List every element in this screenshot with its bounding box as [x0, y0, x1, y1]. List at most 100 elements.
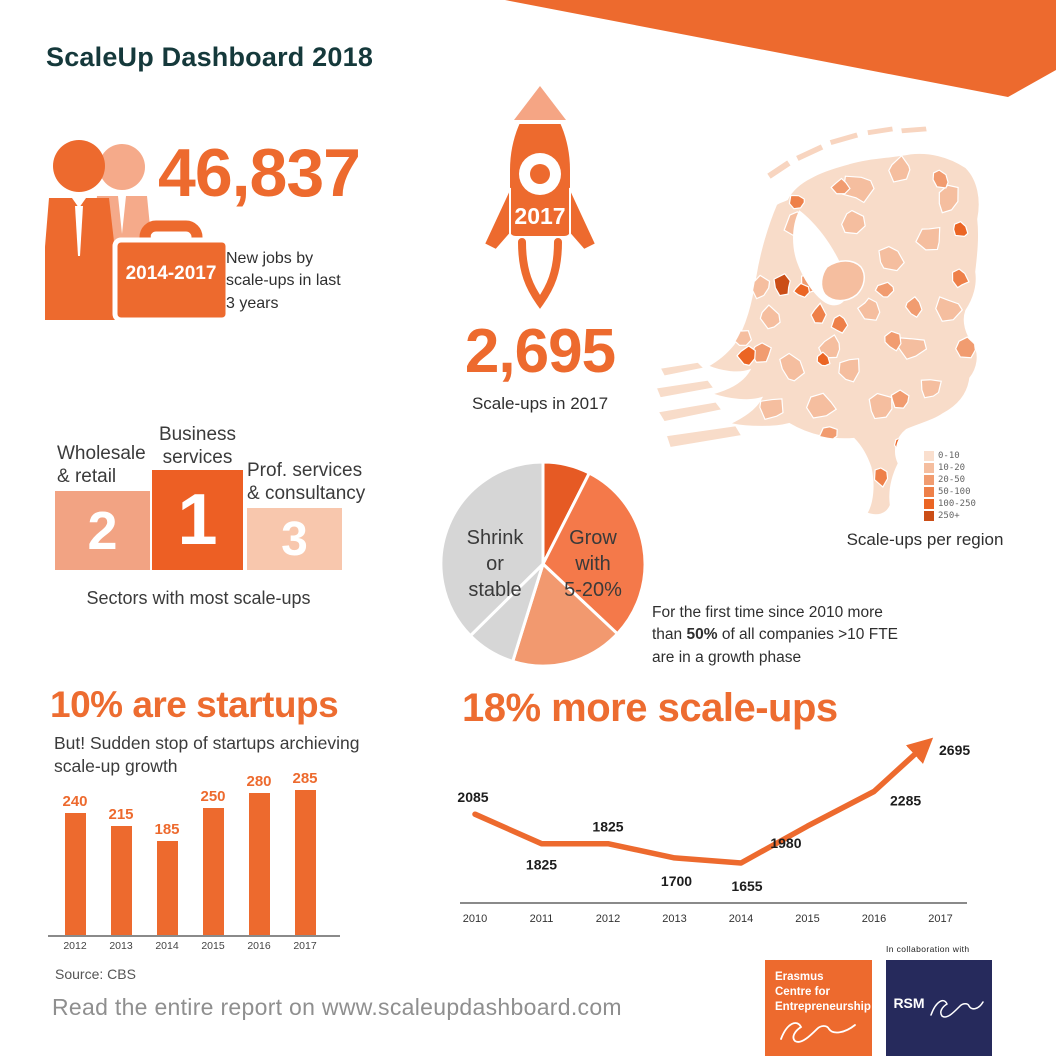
bar-year-label: 2014 [155, 940, 179, 952]
line-x-tick: 2016 [862, 913, 886, 925]
erasmus-signature-icon [780, 1021, 856, 1043]
rocket-icon: 2017 [482, 86, 598, 309]
bar-year-label: 2015 [201, 940, 225, 952]
map-legend-row: 250+ [924, 511, 976, 521]
erasmus-centre-logo-text: Erasmus Centre for Entrepreneurship [775, 971, 871, 1013]
pie-slice [439, 460, 545, 638]
jobs-stat-value: 46,837 [158, 135, 361, 211]
line-value-label: 2285 [890, 793, 921, 809]
bar-value-label: 215 [108, 805, 134, 823]
podium-block-3: 3 [247, 508, 342, 570]
legend-label: 100-250 [938, 499, 976, 509]
legend-swatch [924, 475, 934, 485]
line-value-label: 1700 [661, 873, 692, 889]
bar-year-label: 2017 [293, 940, 317, 952]
podium-rank-1: 1 [177, 480, 218, 560]
legend-swatch [924, 511, 934, 521]
startups-bar-chart: 240 215 185 250 280 285 [52, 767, 328, 935]
source-text: Source: CBS [55, 966, 136, 982]
podium-label-business: Business services [158, 424, 237, 468]
bar [64, 812, 86, 935]
line-value-label: 2085 [457, 789, 488, 805]
bar-value-label: 280 [246, 772, 272, 790]
bar-column: 240 [52, 767, 98, 935]
map-caption: Scale-ups per region [846, 530, 1004, 549]
bar [156, 840, 178, 935]
legend-swatch [924, 487, 934, 497]
map-legend: 0-10 10-20 20-50 50-100 100-250 250+ [924, 451, 976, 521]
pie-label-grow: Grow with 5-20% [564, 527, 622, 601]
podium-rank-2: 2 [87, 500, 118, 561]
bar-chart-year-labels: 2012 2013 2014 2015 2016 2017 [52, 940, 328, 952]
growth-note: For the first time since 2010 more than … [652, 602, 920, 669]
line-x-tick: 2014 [729, 913, 753, 925]
bar-column: 185 [144, 767, 190, 935]
map-legend-row: 50-100 [924, 487, 976, 497]
line-x-tick: 2017 [928, 913, 952, 925]
line-x-tick: 2015 [795, 913, 819, 925]
growth-note-bold: 50% [686, 626, 718, 644]
line-x-tick: 2012 [596, 913, 620, 925]
pie-label-shrink: Shrink or stable [466, 527, 524, 601]
podium-block-2: 2 [55, 491, 150, 570]
scaleups-stat-value: 2,695 [464, 317, 616, 386]
netherlands-choropleth-map [655, 125, 981, 516]
corner-banner-shape [505, 0, 1056, 97]
line-value-label: 2695 [939, 742, 970, 758]
podium-label-prof: Prof. services & consultancy [247, 460, 366, 504]
legend-label: 10-20 [938, 463, 966, 473]
rsm-signature-icon [929, 999, 984, 1018]
line-x-tick: 2013 [662, 913, 686, 925]
bar-column: 215 [98, 767, 144, 935]
line-value-label: 1980 [770, 835, 801, 851]
podium-caption: Sectors with most scale-ups [86, 588, 311, 608]
legend-label: 20-50 [938, 475, 966, 485]
line-x-tick: 2011 [530, 913, 554, 925]
startups-title: 10% are startups [50, 684, 339, 725]
map-legend-row: 10-20 [924, 463, 976, 473]
bar [110, 825, 132, 935]
line-value-label: 1825 [526, 857, 557, 873]
bar [202, 807, 224, 935]
jobs-stat-caption: New jobs by scale-ups in last 3 years [226, 250, 341, 312]
legend-label: 50-100 [938, 487, 971, 497]
rsm-logo-text: RSM [893, 995, 925, 1011]
pie-slice [511, 562, 619, 668]
scaleups-line-chart: 2010 2011 2012 2013 2014 2015 2016 2017 2085 1825… [457, 737, 970, 925]
erasmus-centre-logo: Erasmus Centre for Entrepreneurship [765, 960, 872, 1056]
line-value-label: 1825 [592, 819, 623, 835]
legend-swatch [924, 451, 934, 461]
bar-value-label: 240 [62, 792, 88, 810]
collaboration-text: In collaboration with [886, 944, 970, 954]
bar-column: 250 [190, 767, 236, 935]
bar-value-label: 250 [200, 787, 226, 805]
businessmen-briefcase-icon: 2014-2017 [45, 140, 228, 320]
rsm-logo: RSM [886, 960, 992, 1056]
legend-swatch [924, 499, 934, 509]
bar-value-label: 285 [292, 770, 318, 787]
growth-pie-chart [439, 460, 647, 668]
briefcase-years-badge: 2014-2017 [126, 263, 217, 284]
pie-slice [541, 471, 647, 636]
legend-swatch [924, 463, 934, 473]
line-series [472, 737, 934, 866]
more-scaleups-title: 18% more scale-ups [462, 686, 838, 730]
legend-label: 0-10 [938, 451, 960, 461]
growth-note-post: of all companies >10 FTE are in a growth… [652, 626, 899, 666]
map-legend-row: 100-250 [924, 499, 976, 509]
page-title: ScaleUp Dashboard 2018 [46, 42, 374, 72]
growth-note-pre: For the first time since 2010 more than [652, 604, 883, 644]
wadden-islands [765, 125, 929, 181]
rocket-year-label: 2017 [514, 203, 565, 229]
bar-year-label: 2012 [63, 940, 87, 952]
bar [248, 792, 270, 935]
read-report-text: Read the entire report on www.scaleupdas… [52, 994, 622, 1020]
bar-chart-axis [48, 935, 340, 937]
map-legend-row: 0-10 [924, 451, 976, 461]
line-x-tick: 2010 [463, 913, 487, 925]
bar [294, 790, 316, 935]
legend-label: 250+ [938, 511, 960, 521]
bar-column: 285 [282, 767, 328, 935]
bar-value-label: 185 [154, 820, 180, 838]
